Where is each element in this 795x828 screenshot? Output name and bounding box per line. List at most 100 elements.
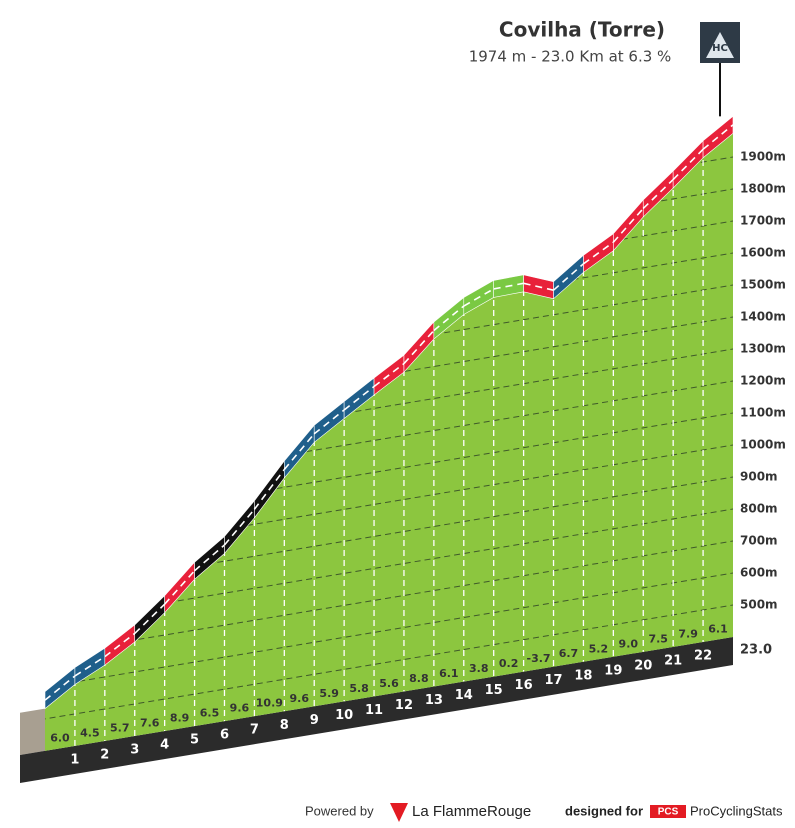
y-tick-label: 600m (740, 566, 778, 580)
x-tick-label: 8 (280, 718, 289, 733)
x-tick-label: 4 (160, 738, 169, 753)
gradient-label: 7.5 (648, 632, 668, 645)
road-center (493, 282, 524, 290)
y-tick-label: 1600m (740, 246, 786, 260)
x-tick-label: 6 (220, 728, 229, 743)
base-strip (20, 637, 733, 784)
road-center (74, 655, 106, 677)
x-tick-label: 7 (250, 723, 259, 738)
gradient-label: 7.6 (140, 717, 160, 730)
road-center (463, 288, 495, 307)
x-tick-label: 21 (664, 653, 682, 668)
gradient-label: 8.8 (409, 672, 429, 685)
y-tick-label: 1800m (740, 182, 786, 196)
x-tick-label: 13 (425, 693, 443, 708)
footer-pcs: PCS (658, 807, 679, 818)
side-face (20, 708, 45, 756)
road-center (343, 385, 375, 411)
gradient-label: 6.0 (50, 731, 70, 744)
y-tick-label: 500m (740, 598, 778, 612)
gradient-label: 5.2 (589, 642, 609, 655)
x-tick-label: 18 (574, 668, 592, 683)
x-tick-label: 14 (455, 688, 473, 703)
grid-line (45, 572, 733, 692)
gradient-segment (702, 115, 734, 159)
gradient-label: 6.7 (559, 647, 579, 660)
grid-line (45, 604, 733, 724)
gradient-label: -3.7 (527, 652, 551, 665)
gradient-label: 5.7 (110, 721, 130, 734)
gradient-label: 9.6 (290, 692, 310, 705)
y-tick-label: 1300m (740, 342, 786, 356)
y-tick-label: 700m (740, 534, 778, 548)
gradient-label: 5.6 (379, 677, 399, 690)
x-tick-label: 22 (694, 648, 712, 663)
road-center (313, 409, 345, 435)
road-center (403, 329, 435, 365)
x-tick-label: 16 (515, 678, 533, 693)
road-center (223, 508, 256, 546)
y-tick-label: 1200m (740, 374, 786, 388)
road-center (373, 362, 405, 388)
x-tick-label: 17 (544, 673, 562, 688)
y-tick-label: 1000m (740, 438, 786, 452)
road-center (433, 305, 465, 332)
road-center (134, 603, 166, 635)
x-tick-label: 23.0 (740, 643, 772, 658)
road-center (194, 544, 226, 572)
y-tick-label: 800m (740, 502, 778, 516)
footer-brand: La FlammeRouge (412, 803, 531, 820)
road-center (104, 632, 136, 658)
chart-title: Covilha (Torre) (499, 18, 665, 42)
surface (45, 133, 733, 751)
gradient-label: 7.9 (678, 627, 698, 640)
gradient-label: 0.2 (499, 657, 519, 670)
x-tick-label: 1 (70, 752, 79, 767)
x-tick-label: 20 (634, 658, 652, 673)
road-center (552, 263, 584, 291)
gradient-label: 10.9 (256, 697, 283, 710)
y-tick-label: 1700m (740, 214, 786, 228)
x-tick-label: 5 (190, 733, 199, 748)
road-center (582, 241, 614, 265)
y-tick-label: 1400m (740, 310, 786, 324)
grid-line (45, 540, 733, 660)
road-center (612, 207, 644, 243)
gradient-label: 5.8 (349, 682, 369, 695)
footer-designed: designed for (565, 803, 643, 818)
x-tick-label: 11 (365, 703, 383, 718)
plot: 500m 600m 700m 800m 900m 1000m 1100m 1200m 1300m… (20, 115, 786, 784)
pcs-box (650, 805, 686, 818)
y-tick-label: 1900m (740, 150, 786, 164)
footer-powered: Powered by (305, 803, 374, 818)
gradient-label: 6.1 (439, 667, 459, 680)
gradient-label: 8.9 (170, 712, 190, 725)
chart-subtitle: 1974 m - 23.0 Km at 6.3 % (469, 48, 672, 66)
badge-icon (706, 32, 734, 58)
gradient-label: 6.5 (200, 707, 220, 720)
gradient-label: 6.1 (708, 622, 728, 635)
brand-icon (390, 803, 408, 822)
x-tick-label: 2 (100, 747, 109, 762)
road-center (164, 570, 196, 605)
road-center (702, 124, 734, 150)
x-tick-label: 9 (310, 713, 319, 728)
road-center (283, 433, 315, 470)
y-tick-label: 900m (740, 470, 778, 484)
gradient-label: 4.5 (80, 726, 100, 739)
x-tick-label: 15 (485, 683, 503, 698)
road-center (523, 282, 554, 291)
gradient-label: 9.0 (619, 637, 639, 650)
gradient-label: 3.8 (469, 662, 489, 675)
y-tick-label: 1500m (740, 278, 786, 292)
x-tick-label: 10 (335, 708, 353, 723)
x-tick-label: 12 (395, 698, 413, 713)
road-center (253, 468, 285, 510)
x-tick-label: 19 (604, 663, 622, 678)
gradient-label: 5.9 (319, 687, 339, 700)
y-tick-label: 1100m (740, 406, 786, 420)
footer-site: ProCyclingStats (690, 803, 783, 818)
x-tick-label: 3 (130, 743, 139, 758)
gradient-label: 9.6 (230, 702, 250, 715)
